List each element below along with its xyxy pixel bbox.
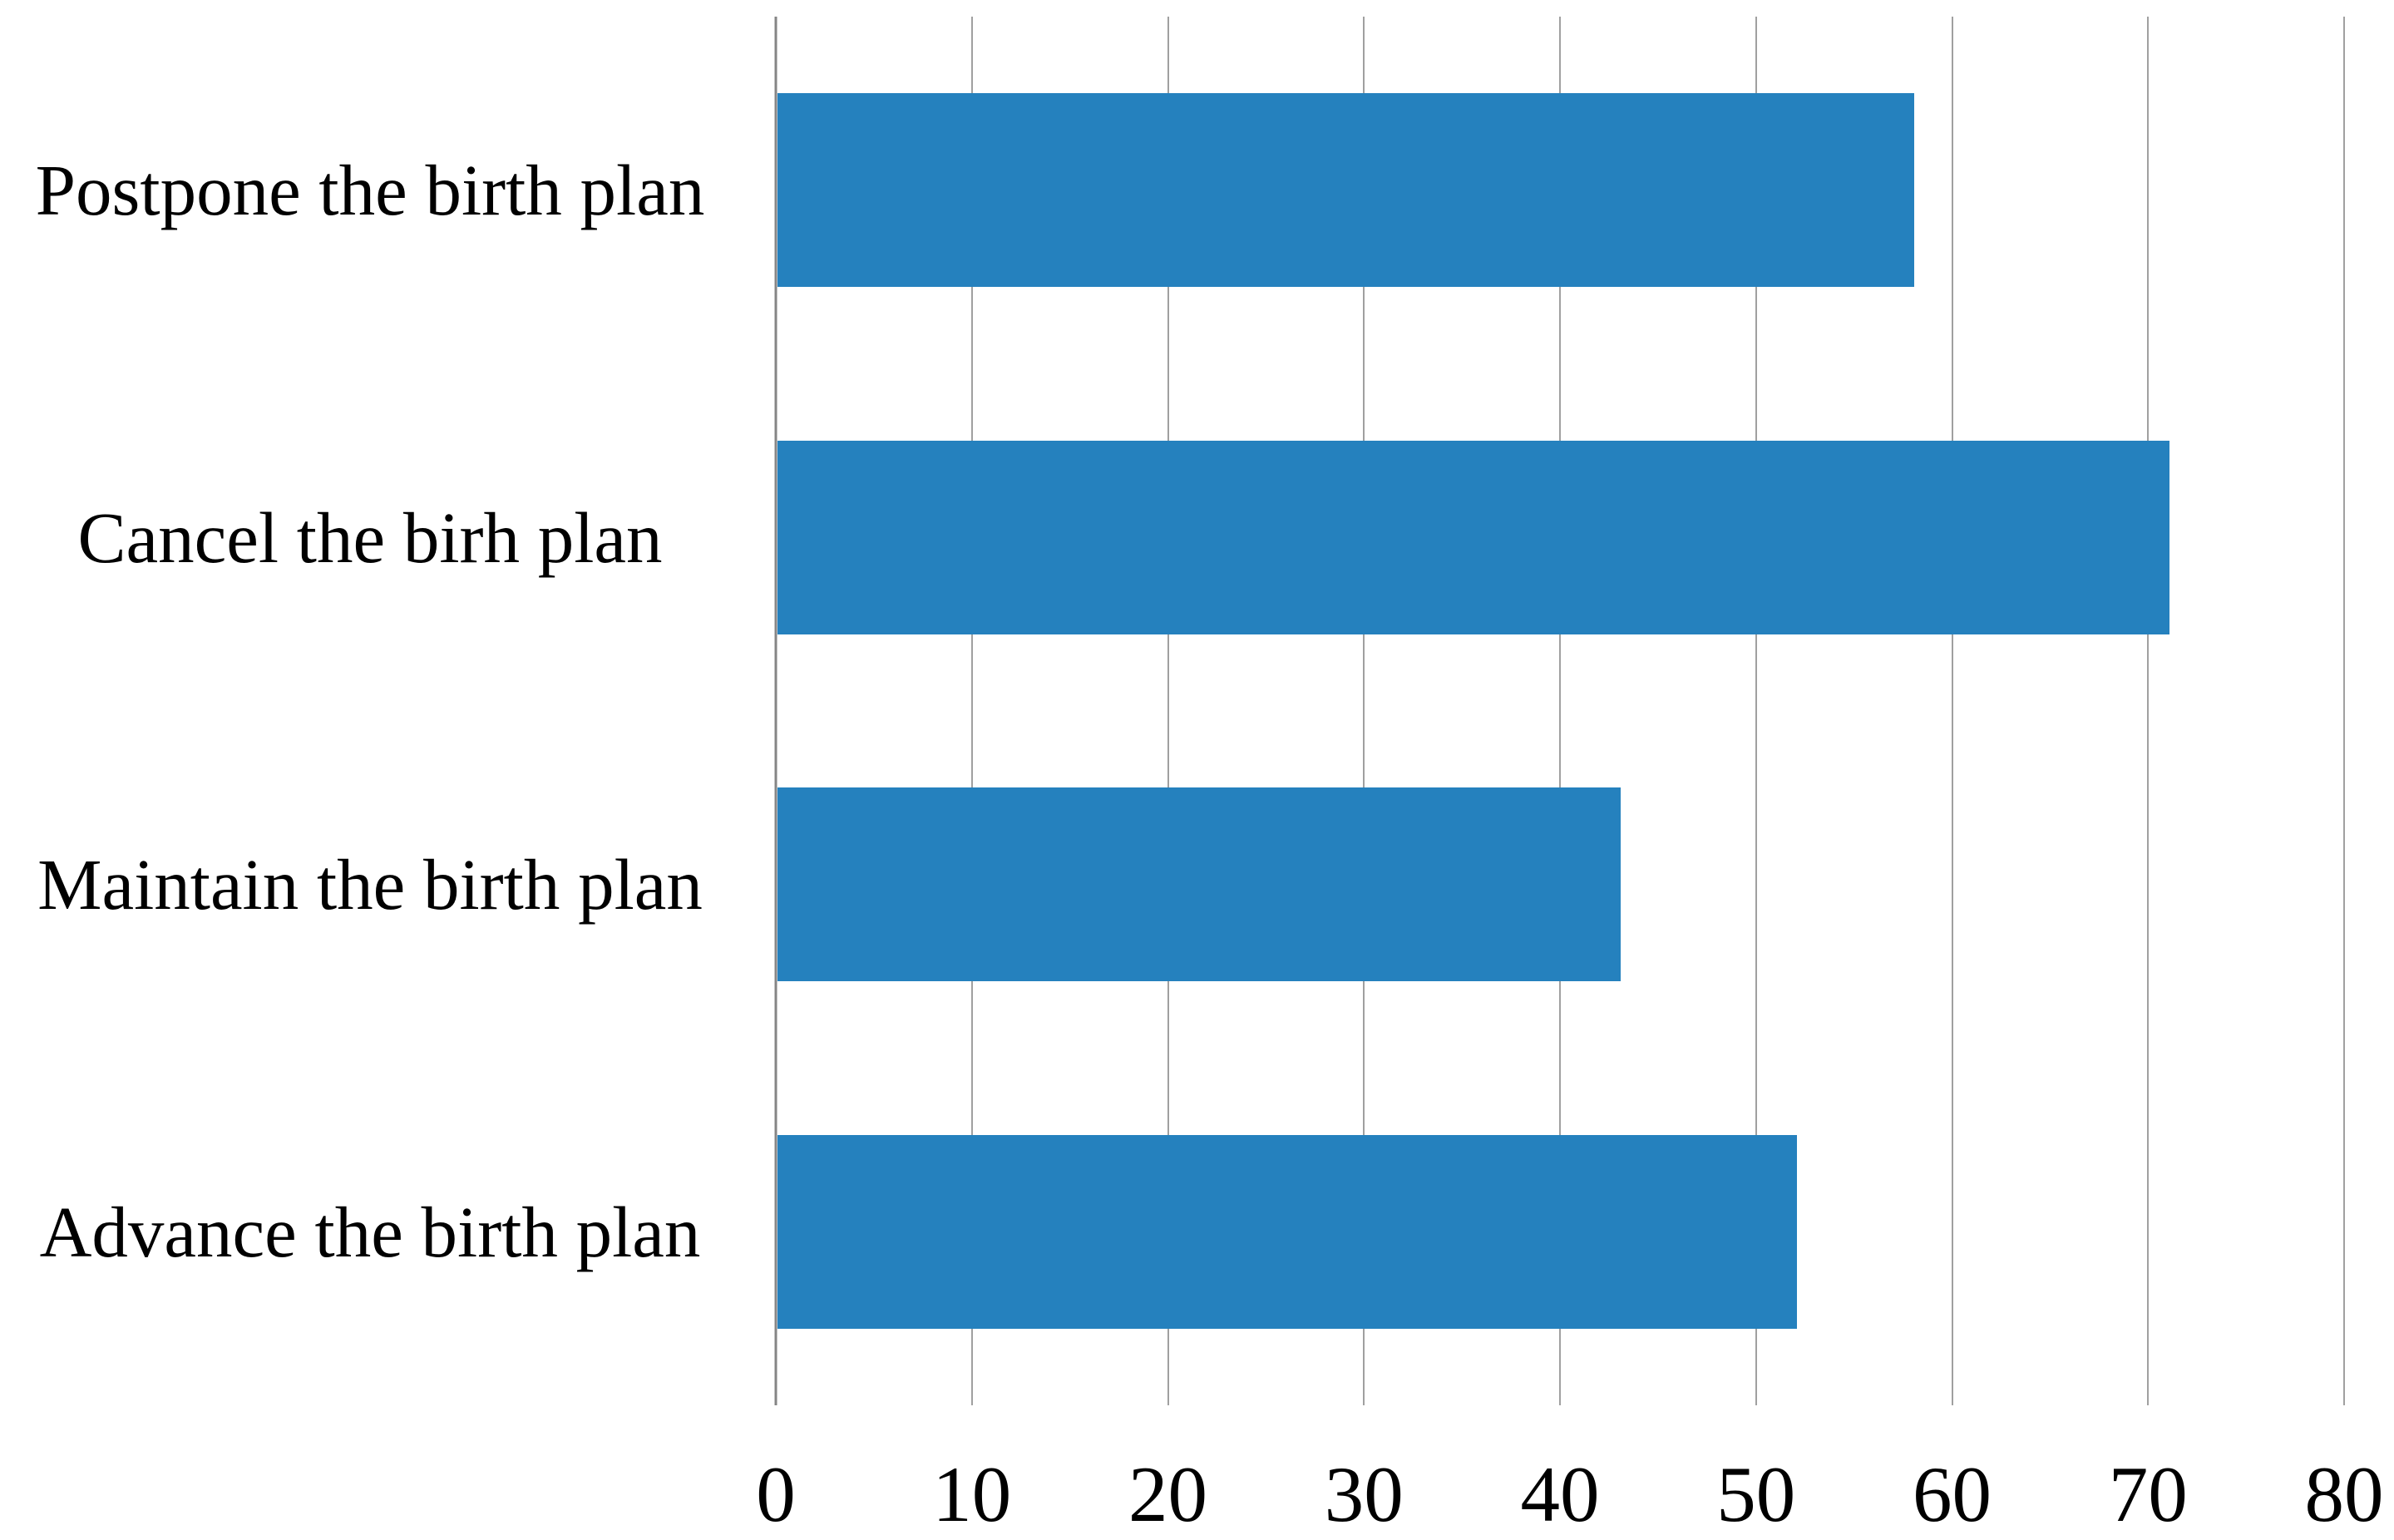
bar-row [776,17,2344,364]
x-axis-tick-label: 70 [2108,1450,2188,1538]
x-axis-tick-label: 40 [1520,1450,1600,1538]
category-label: Postpone the birth plan [35,150,705,231]
bar [777,1134,1797,1329]
gridline [1755,17,1757,1405]
bar-row [776,711,2344,1059]
x-axis-tick-label: 30 [1324,1450,1404,1538]
category-label: Cancel the birh plan [77,496,663,578]
gridline [970,17,973,1405]
bar-row [776,364,2344,712]
category-label-slot: Postpone the birth plan [0,17,740,364]
value-axis-line [774,17,777,1405]
category-label-slot: Cancel the birh plan [0,364,740,712]
x-axis-tick-label: 20 [1128,1450,1207,1538]
bar-row [776,1059,2344,1406]
x-axis-tick-label: 0 [756,1450,796,1538]
bar-series [776,17,2344,1405]
category-axis: Postpone the birth plan Cancel the birh p… [0,17,740,1405]
gridline [1951,17,1953,1405]
gridline [1167,17,1169,1405]
x-axis-tick-label: 10 [932,1450,1012,1538]
category-label: Advance the birth plan [39,1191,701,1272]
gridline [2343,17,2345,1405]
category-label: Maintain the birth plan [37,844,703,925]
bar [777,93,1915,288]
category-label-slot: Maintain the birth plan [0,711,740,1059]
x-axis-tick-label: 60 [1913,1450,1992,1538]
bar [777,787,1621,982]
x-axis-tick-label: 50 [1716,1450,1796,1538]
x-axis-tick-label: 80 [2304,1450,2384,1538]
plot-area [774,17,2345,1405]
category-label-slot: Advance the birth plan [0,1059,740,1406]
gridline [1559,17,1561,1405]
bar [777,440,2169,634]
gridline [2147,17,2150,1405]
gridline [1363,17,1365,1405]
